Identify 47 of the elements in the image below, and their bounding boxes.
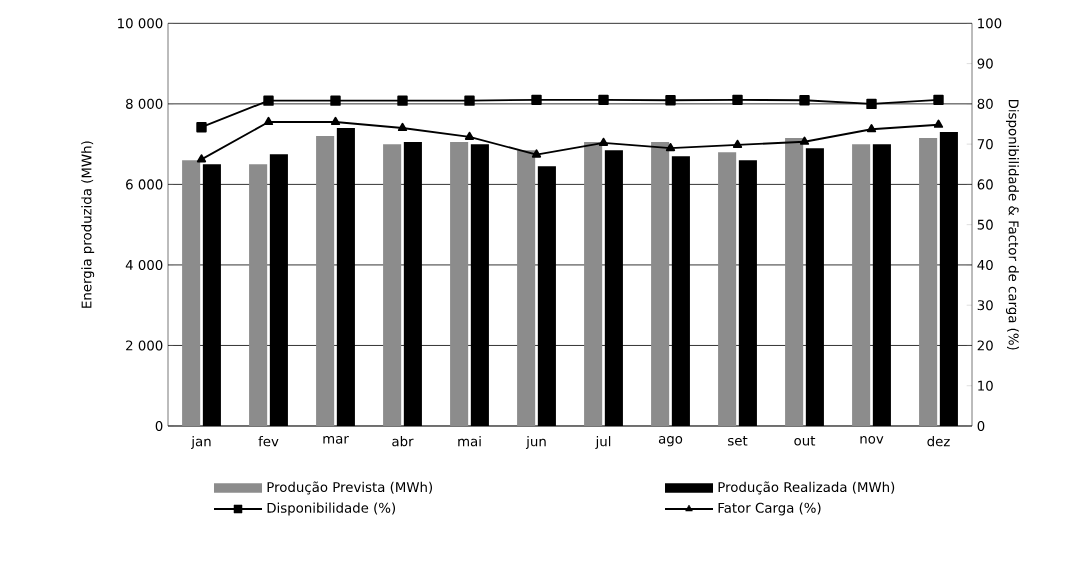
bar: [450, 142, 469, 426]
bar: [316, 136, 335, 426]
legend-label: Produção Realizada (MWh): [718, 481, 895, 495]
x-tick-label: set: [728, 436, 748, 446]
legend-label: Disponibilidade (%): [267, 502, 396, 516]
x-tick-label: dez: [927, 436, 950, 447]
y-tick-label: 10 000: [118, 18, 163, 29]
bar: [919, 138, 938, 426]
bar: [584, 142, 603, 426]
y-tick-label: 6 000: [126, 179, 163, 190]
bar: [182, 160, 201, 426]
y-tick-label: 0: [155, 420, 163, 432]
bar: [852, 144, 871, 426]
y-tick-label: 2 000: [126, 340, 163, 351]
y2-axis-title: Disponibilidade & Factor de carga (%): [1005, 99, 1019, 350]
y-tick-label: 8 000: [126, 98, 163, 109]
x-tick-label: out: [794, 436, 816, 446]
y2-tick-label: 50: [977, 219, 993, 230]
x-tick-label: jun: [525, 436, 546, 449]
bar: [785, 138, 804, 426]
y2-tick-label: 30: [977, 300, 993, 311]
y2-tick-label: 60: [977, 179, 993, 190]
y2-tick-label: 10: [978, 380, 993, 391]
x-tick-label: nov: [860, 436, 884, 444]
y2-tick-label: 100: [978, 18, 1002, 29]
x-tick-label: jul: [595, 436, 611, 449]
bar: [718, 152, 737, 426]
legend-label: Produção Prevista (MWh): [267, 481, 433, 495]
x-tick-label: abr: [392, 436, 414, 447]
y2-tick-label: 80: [977, 98, 993, 109]
bar: [249, 164, 268, 426]
y-axis-title: Energia produzida (MWh): [81, 141, 95, 308]
y2-tick-label: 0: [977, 420, 985, 432]
x-tick-label: mar: [323, 436, 349, 444]
y2-tick-label: 40: [977, 259, 993, 270]
x-tick-label: mai: [458, 436, 481, 447]
x-tick-label: jan: [191, 436, 211, 449]
y2-tick-label: 90: [977, 58, 993, 69]
y2-tick-label: 20: [977, 340, 993, 351]
bar: [383, 144, 402, 426]
bar: [517, 150, 536, 426]
x-tick-label: fev: [258, 436, 279, 447]
y-tick-label: 4 000: [125, 259, 163, 270]
y2-tick-label: 70: [977, 139, 993, 150]
legend-label: Fator Carga (%): [718, 502, 821, 516]
bar: [651, 142, 670, 426]
x-tick-label: ago: [658, 436, 683, 447]
